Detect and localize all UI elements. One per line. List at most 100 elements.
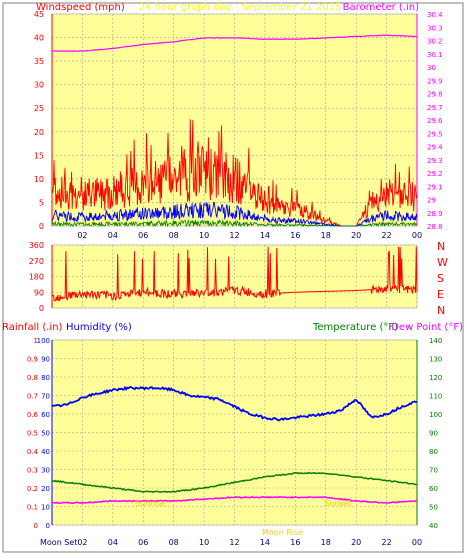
barometer-tick-label: 28.9 [427,210,443,218]
top-x-tick-label: 10 [199,231,209,240]
bottom-x-tick-label: 16 [290,538,300,547]
direction-tick-label: 0 [39,304,44,313]
rain-tick-label: 0 [34,522,38,530]
wind-tick-label: 15 [34,151,44,160]
top-x-tick-label: 04 [108,231,118,240]
direction-tick-label: 270 [29,257,44,266]
humidity-label: Humidity (%) [66,322,132,333]
temperature-tick-label: 100 [429,411,442,419]
bottom-x-tick-label: 08 [169,538,179,547]
moon-rise-label: Moon Rise [262,528,303,537]
wind-tick-label: 0 [39,222,44,231]
temperature-tick-label: 70 [429,467,438,475]
temperature-tick-label: 50 [429,504,438,512]
temperature-tick-label: 120 [429,374,442,382]
moon-set-label: Moon Set [40,538,77,547]
top-x-tick-label: 08 [169,231,179,240]
barometer-tick-label: 30.1 [427,51,443,59]
humidity-tick-label: 10 [41,504,50,512]
rain-tick-label: 0.6 [27,411,39,419]
rainfall-label: Rainfall (.in) [2,322,63,333]
top-x-tick-label: 16 [290,231,300,240]
dewpoint-label: Dew Point (°F) [391,322,463,333]
bottom-x-tick-label: 12 [229,538,239,547]
humidity-line [52,385,418,422]
humidity-tick-label: 80 [41,374,50,382]
rain-tick-label: 0.7 [27,393,38,401]
rain-tick-label: 0.2 [27,485,38,493]
wind-direction-line [51,246,418,302]
barometer-tick-label: 29.6 [427,117,443,125]
humidity-tick-label: 20 [41,485,50,493]
humidity-tick-label: 0 [46,522,50,530]
temperature-tick-label: 40 [429,522,438,530]
compass-n-bottom: N [437,304,445,317]
barometer-tick-label: 29.1 [427,183,443,191]
humidity-tick-label: 50 [41,430,50,438]
compass-e: E [437,288,444,301]
outer-frame [2,2,464,553]
top-x-tick-label: 22 [381,231,391,240]
wind-tick-label: 10 [34,175,44,184]
compass-s: S [437,272,444,285]
temperature-tick-label: 60 [429,485,438,493]
humidity-tick-label: 40 [41,448,50,456]
bottom-x-tick-label: 10 [199,538,209,547]
wind-tick-label: 45 [34,10,44,19]
graph-title: 24 hour graph day - September 21 2015 [139,2,342,13]
barometer-tick-label: 29.7 [427,104,443,112]
temperature-line [52,471,418,494]
wind-tick-label: 40 [34,34,44,43]
barometer-line [52,34,418,52]
temperature-tick-label: 130 [429,356,442,364]
temperature-label: Temperature (°F) [312,322,398,333]
barometer-tick-label: 29.8 [427,91,443,99]
direction-tick-label: 90 [34,288,44,297]
temperature-tick-label: 80 [429,448,438,456]
rain-tick-label: 0.5 [27,430,38,438]
barometer-tick-label: 29.5 [427,130,443,138]
humidity-tick-label: 30 [41,467,50,475]
top-x-tick-label: 14 [260,231,270,240]
rain-tick-label: 0.1 [27,504,38,512]
humidity-tick-label: 90 [41,356,50,364]
bottom-x-tick-label: 00 [412,538,422,547]
bottom-x-tick-label: 20 [351,538,361,547]
bottom-x-tick-label: 02 [77,538,87,547]
wind-tick-label: 35 [34,57,44,66]
direction-tick-label: 360 [29,241,44,250]
barometer-tick-label: 29 [427,197,436,205]
top-x-tick-label: 00 [412,231,422,240]
bottom-x-tick-label: 04 [108,538,118,547]
dewpoint-line [51,495,417,505]
wind-tick-label: 30 [34,81,44,90]
barometer-tick-label: 28.8 [427,223,443,231]
wind-tick-label: 5 [39,198,44,207]
windspeed-label: Windspeed (mph) [36,2,125,13]
humidity-tick-label: 60 [41,411,50,419]
wind-low-line [51,219,418,228]
top-x-tick-label: 18 [321,231,331,240]
top-x-tick-label: 20 [351,231,361,240]
humidity-tick-label: 70 [41,393,50,401]
top-x-tick-label: 06 [138,231,148,240]
temperature-tick-label: 110 [429,393,442,401]
barometer-tick-label: 29.2 [427,170,443,178]
bottom-x-tick-label: 14 [260,538,270,547]
wind-tick-label: 20 [34,128,44,137]
rain-tick-label: 0.4 [27,448,39,456]
sunset-label: Sunset [324,499,351,508]
temperature-tick-label: 140 [429,337,442,345]
barometer-tick-label: 29.3 [427,157,443,165]
bottom-x-tick-label: 22 [381,538,391,547]
barometer-tick-label: 29.4 [427,144,443,152]
series [51,34,418,505]
top-x-tick-label: 12 [229,231,239,240]
rain-tick-label: 0.3 [27,467,38,475]
rain-tick-label: 0.9 [27,356,38,364]
barometer-label: Barometer (.in) [343,2,419,13]
sunrise-label: Sunrise [135,499,165,508]
compass-n-top: N [437,240,445,253]
top-x-tick-label: 02 [77,231,87,240]
